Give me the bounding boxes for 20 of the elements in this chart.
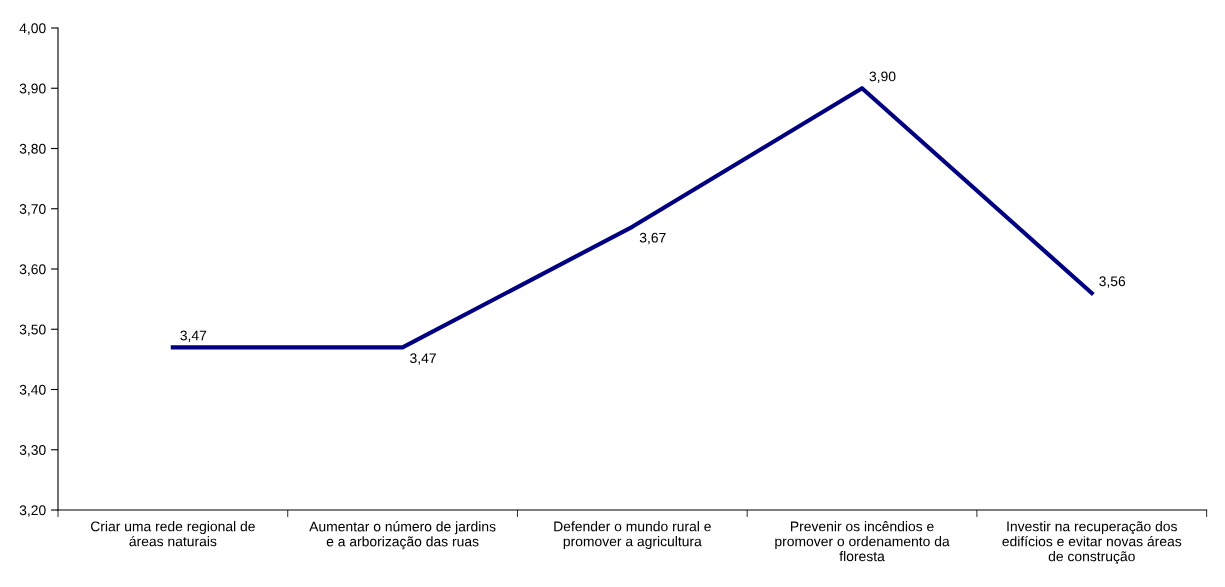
y-tick-label: 3,40 — [19, 384, 46, 397]
line-series — [170, 86, 1094, 350]
data-label: 3,90 — [869, 71, 896, 83]
x-tick-label: Investir na recuperação dos edifícios e evitar novas áreas de construção — [1002, 521, 1182, 565]
y-tick-label: 3,60 — [19, 264, 46, 276]
x-tick-label: Prevenir os incêndios e promover o ordenamento da floresta — [775, 521, 950, 562]
data-label: 3,56 — [1099, 276, 1126, 288]
data-label: 3,47 — [180, 330, 207, 343]
x-tick-label: Defender o mundo rural e promover a agricultura — [554, 521, 711, 550]
x-tick-label: Aumentar o número de jardins e a arborização das ruas — [309, 521, 496, 550]
data-label: 3,47 — [410, 353, 436, 365]
y-tick-label: 4,00 — [19, 23, 46, 35]
x-tick-label: Criar uma rede regional de áreas naturais — [90, 521, 255, 547]
y-tick-label: 3,20 — [19, 505, 46, 517]
y-tick-label: 3,80 — [19, 143, 46, 156]
y-tick-label: 3,90 — [19, 83, 46, 96]
y-tick-label: 3,50 — [19, 324, 46, 337]
y-tick-label: 3,70 — [19, 204, 46, 216]
y-tick-label: 3,30 — [19, 445, 46, 457]
data-label: 3,67 — [639, 232, 666, 245]
